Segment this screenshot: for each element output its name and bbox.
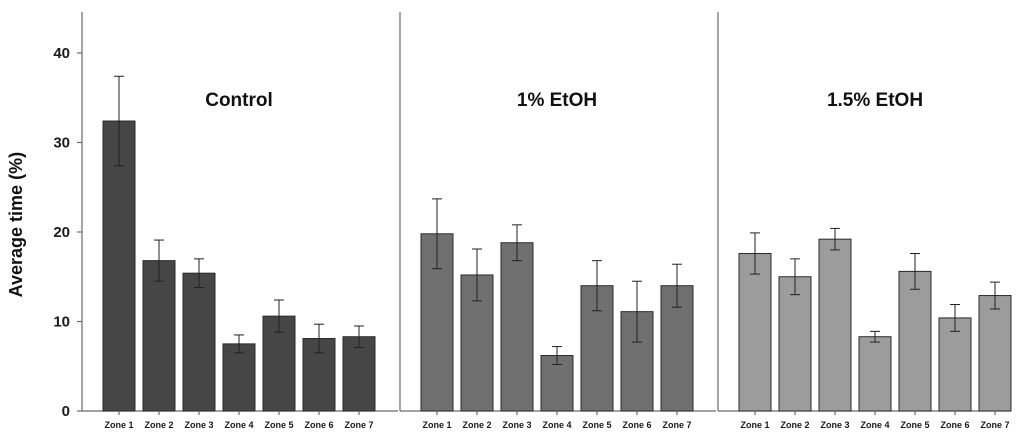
bar xyxy=(500,242,534,412)
x-tick-label: Zone 2 xyxy=(780,420,809,430)
y-tick-label: 40 xyxy=(53,45,70,62)
x-tick-label: Zone 6 xyxy=(622,420,651,430)
y-tick-label: 30 xyxy=(53,135,70,152)
bar xyxy=(142,260,176,412)
x-tick-label: Zone 5 xyxy=(582,420,611,430)
x-tick-label: Zone 5 xyxy=(900,420,929,430)
y-axis-title: Average time (%) xyxy=(6,152,26,297)
x-tick-label: Zone 7 xyxy=(344,420,373,430)
panel-title: 1% EtOH xyxy=(517,90,597,111)
x-tick-label: Zone 6 xyxy=(940,420,969,430)
bar xyxy=(978,295,1012,412)
panel-title: Control xyxy=(205,90,273,111)
y-tick-label: 10 xyxy=(53,314,70,331)
x-tick-label: Zone 4 xyxy=(224,420,253,430)
x-tick-label: Zone 3 xyxy=(184,420,213,430)
x-tick-label: Zone 6 xyxy=(304,420,333,430)
bar xyxy=(898,270,932,412)
y-tick-label: 0 xyxy=(62,403,70,420)
x-tick-label: Zone 4 xyxy=(860,420,889,430)
x-tick-label: Zone 3 xyxy=(820,420,849,430)
y-tick-label: 20 xyxy=(53,224,70,241)
x-tick-label: Zone 4 xyxy=(542,420,571,430)
x-tick-label: Zone 7 xyxy=(662,420,691,430)
x-tick-label: Zone 1 xyxy=(422,420,451,430)
panel-title: 1.5% EtOH xyxy=(827,90,923,111)
x-tick-label: Zone 2 xyxy=(144,420,173,430)
bar xyxy=(222,343,256,412)
x-tick-label: Zone 7 xyxy=(980,420,1009,430)
bar xyxy=(778,276,812,412)
bar xyxy=(182,272,216,412)
x-tick-label: Zone 3 xyxy=(502,420,531,430)
x-tick-label: Zone 5 xyxy=(264,420,293,430)
x-tick-label: Zone 1 xyxy=(740,420,769,430)
bar xyxy=(738,252,772,412)
x-tick-label: Zone 2 xyxy=(462,420,491,430)
bar xyxy=(818,238,852,412)
bar xyxy=(858,336,892,412)
x-tick-label: Zone 1 xyxy=(104,420,133,430)
bar xyxy=(342,336,376,412)
bar xyxy=(938,317,972,412)
